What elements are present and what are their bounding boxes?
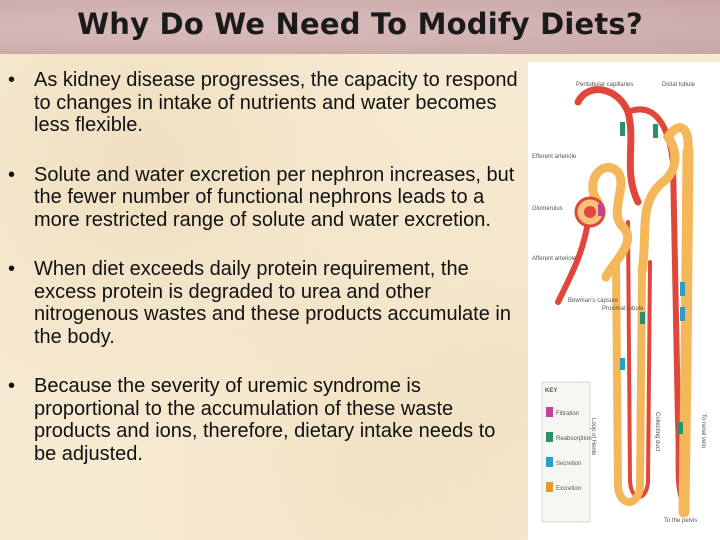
key-filtration-label: Filtration (556, 411, 579, 417)
collecting-duct (678, 146, 694, 518)
label-to-renal: To renal vein (700, 414, 706, 448)
key-swatch-excretion (546, 482, 553, 492)
title-bar (0, 0, 720, 54)
nephron-diagram: Peritubular capillaries Distal tubule Ef… (528, 62, 720, 540)
bullet-text: When diet exceeds daily protein requirem… (34, 258, 511, 348)
bullet-marker: • (8, 69, 16, 91)
nephron-illustration: Peritubular capillaries Distal tubule Ef… (532, 82, 706, 524)
label-glomerulus: Glomerulus (532, 206, 563, 212)
filtration-marker (598, 204, 604, 216)
label-peritubular: Peritubular capillaries (576, 82, 633, 88)
reabsorption-marker (678, 422, 683, 434)
efferent-vessel (574, 86, 642, 206)
bullet-item: • When diet exceeds daily protein requir… (8, 258, 523, 348)
key-swatch-reabsorption (546, 432, 553, 442)
bullet-text: Because the severity of uremic syndrome … (34, 375, 496, 465)
bullet-marker: • (8, 258, 16, 280)
key-swatch-filtration (546, 407, 553, 417)
reabsorption-marker (640, 312, 645, 324)
key-excretion-label: Excretion (556, 486, 581, 492)
distal-tubule (637, 123, 693, 277)
glomerulus-core (584, 206, 596, 218)
key-box (541, 381, 591, 523)
key-swatch-secretion (546, 457, 553, 467)
secretion-marker (680, 282, 685, 296)
bullet-item: • As kidney disease progresses, the capa… (8, 69, 523, 137)
reabsorption-marker (653, 124, 658, 138)
label-bowman: Bowman's capsule (568, 298, 619, 304)
bullet-marker: • (8, 375, 16, 397)
label-efferent: Efferent arteriole (532, 154, 577, 160)
key-secretion-label: Secretion (556, 461, 581, 467)
loop-of-henle (612, 258, 646, 506)
label-afferent: Afferent arteriole (532, 256, 577, 262)
key-reabsorption-label: Reabsorption (556, 436, 592, 442)
slide-title: Why Do We Need To Modify Diets? (77, 7, 643, 41)
proximal-tubule (588, 163, 633, 282)
secretion-marker (680, 307, 685, 321)
afferent-vessel (555, 219, 591, 305)
bullet-text: As kidney disease progresses, the capaci… (34, 69, 518, 136)
bullet-item: • Solute and water excretion per nephron… (8, 164, 523, 232)
label-proximal: Proximal tubule (602, 306, 644, 312)
label-collecting: Collecting duct (654, 412, 660, 452)
bullet-item: • Because the severity of uremic syndrom… (8, 375, 523, 465)
bullet-list: • As kidney disease progresses, the capa… (8, 69, 523, 492)
bullet-text: Solute and water excretion per nephron i… (34, 163, 515, 231)
label-distal: Distal tubule (662, 82, 696, 88)
reabsorption-marker (620, 122, 625, 136)
bullet-marker: • (8, 163, 16, 186)
key-title: KEY (545, 388, 557, 394)
label-loop: Loop of Henle (590, 418, 596, 456)
secretion-marker (620, 358, 625, 370)
label-to-pelvis: To the pelvis (664, 518, 697, 524)
